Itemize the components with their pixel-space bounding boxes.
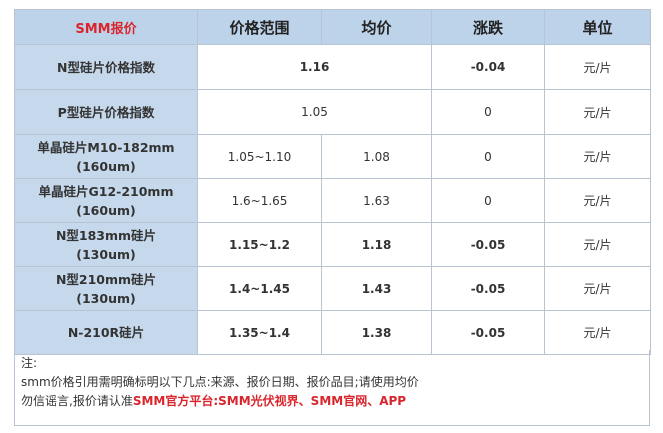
table-row: N型183mm硅片 (130um) 1.15~1.2 1.18 -0.05 元/片 — [14, 222, 651, 267]
cell-range: 1.15~1.2 — [197, 222, 322, 267]
cell-unit: 元/片 — [544, 44, 651, 90]
row-label-thickness: (160um) — [76, 158, 136, 174]
cell-avg: 1.38 — [321, 310, 432, 355]
row-label-name: 单晶硅片M10-182mm — [37, 139, 175, 155]
price-table: SMM报价 价格范围 均价 涨跌 单位 N型硅片价格指数 1.16 -0.04 … — [14, 9, 651, 355]
row-label: N-210R硅片 — [14, 310, 198, 355]
notes-box: 注: smm价格引用需明确标明以下几点:来源、报价日期、报价品目;请使用均价 勿… — [14, 350, 650, 426]
header-avg: 均价 — [321, 9, 432, 45]
cell-price: 1.16 — [197, 44, 432, 90]
cell-change: -0.04 — [431, 44, 545, 90]
notes-citation-text: smm价格引用需明确标明以下几点:来源、报价日期、报价品目;请使用均价 — [21, 375, 419, 389]
row-label-thickness: (160um) — [76, 202, 136, 218]
cell-avg: 1.08 — [321, 134, 432, 179]
table-row: N型210mm硅片 (130um) 1.4~1.45 1.43 -0.05 元/片 — [14, 266, 651, 311]
notes-official-platforms: SMM官方平台:SMM光伏视界、SMM官网、APP — [132, 394, 407, 408]
cell-range: 1.05~1.10 — [197, 134, 322, 179]
cell-unit: 元/片 — [544, 178, 651, 223]
row-label-thickness: (130um) — [76, 290, 136, 306]
cell-avg: 1.63 — [321, 178, 432, 223]
row-label: 单晶硅片M10-182mm (160um) — [14, 134, 198, 179]
row-label: N型硅片价格指数 — [14, 44, 198, 90]
cell-change: -0.05 — [431, 310, 545, 355]
table-row: N型硅片价格指数 1.16 -0.04 元/片 — [14, 44, 651, 90]
row-label: P型硅片价格指数 — [14, 89, 198, 135]
table-row: P型硅片价格指数 1.05 0 元/片 — [14, 89, 651, 135]
cell-range: 1.4~1.45 — [197, 266, 322, 311]
cell-unit: 元/片 — [544, 89, 651, 135]
cell-change: -0.05 — [431, 266, 545, 311]
notes-heading: 注: — [21, 356, 38, 370]
table-header-row: SMM报价 价格范围 均价 涨跌 单位 — [14, 9, 651, 45]
row-label-thickness: (130um) — [76, 246, 136, 262]
cell-avg: 1.18 — [321, 222, 432, 267]
row-label: 单晶硅片G12-210mm (160um) — [14, 178, 198, 223]
header-change: 涨跌 — [431, 9, 545, 45]
row-label-name: 单晶硅片G12-210mm — [38, 183, 174, 199]
notes-warning-text: 勿信谣言,报价请认准 — [21, 394, 133, 408]
cell-change: 0 — [431, 178, 545, 223]
row-label: N型210mm硅片 (130um) — [14, 266, 198, 311]
cell-range: 1.6~1.65 — [197, 178, 322, 223]
cell-change: 0 — [431, 134, 545, 179]
header-unit: 单位 — [544, 9, 651, 45]
table-row: 单晶硅片M10-182mm (160um) 1.05~1.10 1.08 0 元/… — [14, 134, 651, 179]
cell-unit: 元/片 — [544, 134, 651, 179]
cell-price: 1.05 — [197, 89, 432, 135]
header-brand: SMM报价 — [14, 9, 198, 45]
row-label-name: N型210mm硅片 — [55, 271, 157, 287]
cell-unit: 元/片 — [544, 310, 651, 355]
cell-unit: 元/片 — [544, 222, 651, 267]
row-label: N型183mm硅片 (130um) — [14, 222, 198, 267]
notes-official-line: 勿信谣言,报价请认准SMM官方平台:SMM光伏视界、SMM官网、APP — [21, 392, 643, 411]
table-row: N-210R硅片 1.35~1.4 1.38 -0.05 元/片 — [14, 310, 651, 355]
cell-unit: 元/片 — [544, 266, 651, 311]
cell-change: -0.05 — [431, 222, 545, 267]
header-price-range: 价格范围 — [197, 9, 322, 45]
cell-range: 1.35~1.4 — [197, 310, 322, 355]
cell-change: 0 — [431, 89, 545, 135]
row-label-name: N型183mm硅片 — [55, 227, 157, 243]
table-row: 单晶硅片G12-210mm (160um) 1.6~1.65 1.63 0 元/片 — [14, 178, 651, 223]
cell-avg: 1.43 — [321, 266, 432, 311]
